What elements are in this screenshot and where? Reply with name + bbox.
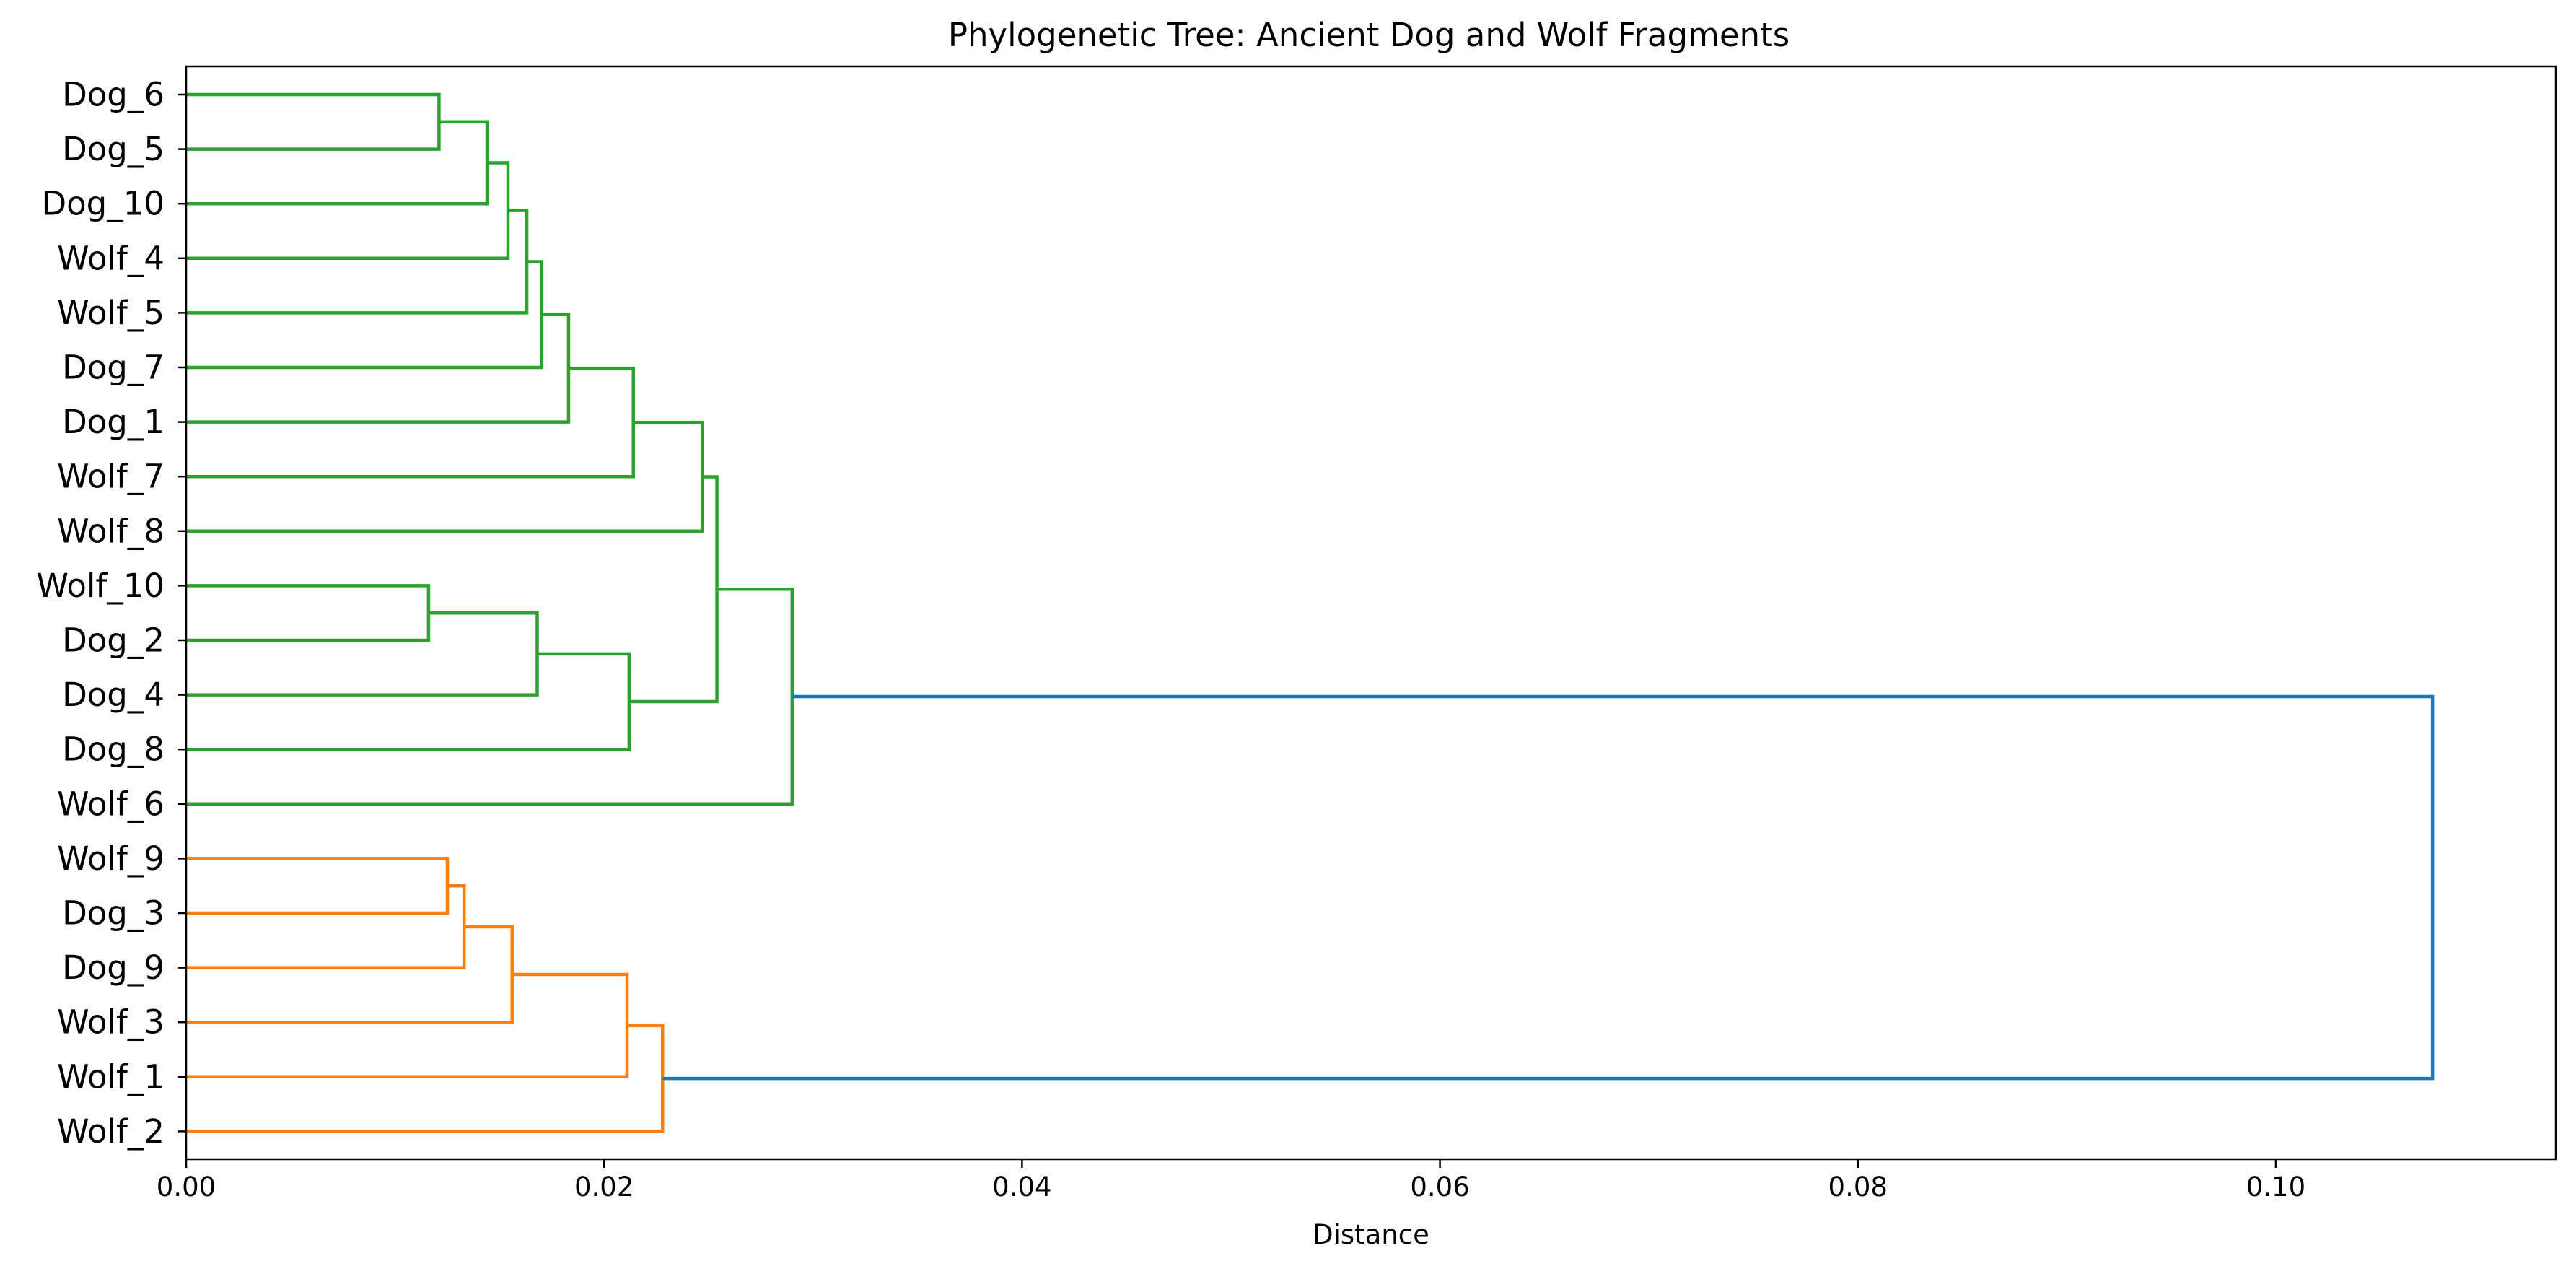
- leaf-label: Wolf_2: [57, 1112, 165, 1151]
- leaf-label: Dog_10: [41, 185, 165, 223]
- leaf-label: Wolf_4: [57, 239, 165, 277]
- leaf-label: Wolf_10: [37, 567, 165, 605]
- leaf-label: Wolf_7: [57, 458, 165, 496]
- leaf-label: Wolf_3: [57, 1003, 165, 1042]
- leaf-labels: Dog_6 Dog_5 Dog_10 Wolf_4 Wolf_5 Dog_7 Dog_1 Wo…: [37, 76, 186, 1151]
- branch-9: [186, 584, 431, 642]
- branch-17: [186, 972, 629, 1079]
- x-axis-ticks: 0.00 0.02 0.04 0.06 0.08 0.10: [157, 1159, 2305, 1203]
- branch-11: [186, 652, 631, 751]
- leaf-label: Dog_3: [62, 894, 165, 933]
- leaf-label: Dog_4: [62, 676, 165, 714]
- leaf-label: Dog_5: [62, 130, 165, 168]
- branch-14: [186, 857, 450, 915]
- x-tick-label: 0.04: [992, 1172, 1051, 1203]
- x-tick-label: 0.02: [574, 1172, 634, 1203]
- branch-15: [186, 883, 466, 969]
- branch-5: [186, 260, 543, 370]
- plot-frame: [185, 65, 2557, 1161]
- leaf-label: Dog_6: [62, 76, 165, 114]
- branch-2: [186, 120, 489, 206]
- leaf-label: Dog_9: [62, 948, 165, 987]
- chart-title: Phylogenetic Tree: Ancient Dog and Wolf …: [948, 16, 1789, 54]
- leaf-label: Wolf_1: [57, 1057, 165, 1096]
- x-tick-label: 0.06: [1410, 1172, 1469, 1203]
- branch-19: [662, 694, 2435, 1081]
- branch-16: [186, 925, 514, 1024]
- branch-18: [186, 1024, 665, 1133]
- leaf-label: Dog_1: [62, 403, 165, 441]
- leaf-label: Wolf_6: [57, 785, 165, 823]
- branch-10: [186, 611, 539, 697]
- branches: [186, 92, 2435, 1133]
- branch-4: [186, 209, 529, 315]
- x-axis-label: Distance: [1313, 1219, 1429, 1250]
- x-tick-label: 0.10: [2246, 1172, 2305, 1203]
- branch-13: [186, 588, 794, 806]
- leaf-label: Wolf_8: [57, 512, 165, 550]
- branch-8: [186, 420, 704, 533]
- x-tick-label: 0.08: [1828, 1172, 1888, 1203]
- leaf-label: Dog_8: [62, 730, 165, 769]
- branch-1: [186, 92, 441, 151]
- branch-3: [186, 161, 510, 261]
- leaf-label: Dog_7: [62, 349, 165, 387]
- leaf-label: Dog_2: [62, 621, 165, 660]
- leaf-label: Wolf_9: [57, 839, 165, 878]
- x-tick-label: 0.00: [157, 1172, 216, 1203]
- leaf-label: Wolf_5: [57, 294, 165, 332]
